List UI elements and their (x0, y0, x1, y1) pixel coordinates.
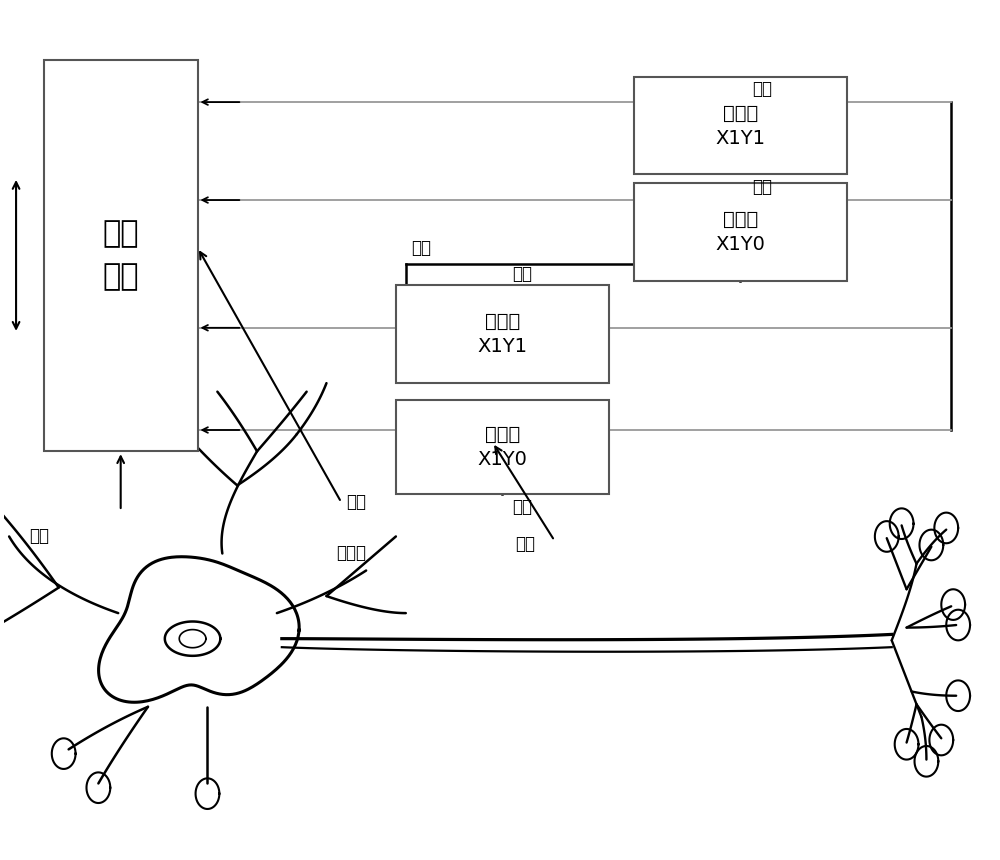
Text: 逻辑片
X1Y1: 逻辑片 X1Y1 (715, 103, 765, 148)
Text: 逻辑片
X1Y0: 逻辑片 X1Y0 (716, 210, 765, 254)
Bar (44, 59, 198, 452)
Text: 轴突: 轴突 (515, 535, 535, 553)
Text: 移位: 移位 (411, 239, 431, 257)
Text: 神经元: 神经元 (336, 544, 366, 562)
Text: 逻辑片
X1Y1: 逻辑片 X1Y1 (477, 312, 527, 356)
Text: 输出: 输出 (752, 80, 772, 98)
Text: 逻辑片
X1Y0: 逻辑片 X1Y0 (478, 425, 527, 469)
Bar (396, 400, 609, 494)
Text: 树突: 树突 (29, 526, 49, 544)
Text: 树突: 树突 (346, 493, 366, 511)
Bar (396, 286, 609, 384)
Bar (634, 183, 847, 281)
Bar (634, 77, 847, 175)
Text: 输出: 输出 (512, 265, 532, 283)
Text: 开关
阵列: 开关 阵列 (102, 219, 139, 292)
Polygon shape (99, 556, 299, 703)
Text: 输入: 输入 (752, 178, 772, 196)
Text: 输入: 输入 (512, 498, 532, 516)
